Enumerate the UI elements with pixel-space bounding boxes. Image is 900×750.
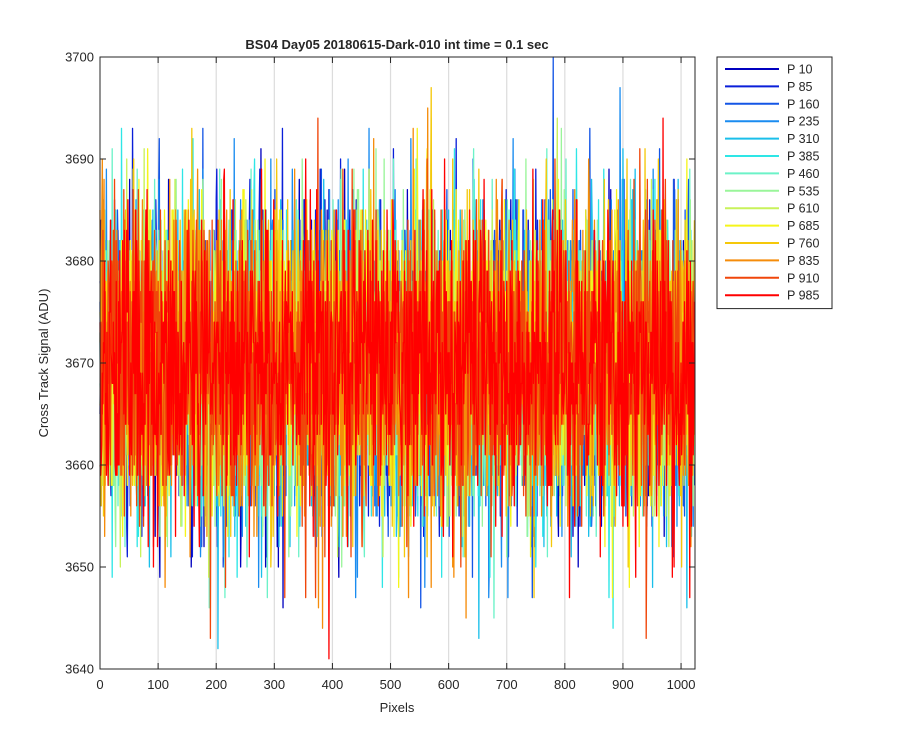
legend-label: P 535 [787,184,819,198]
series-lines [99,56,696,660]
x-axis-label: Pixels [380,700,415,715]
legend-label: P 310 [787,132,819,146]
legend-label: P 235 [787,115,819,129]
y-tick-label: 3700 [65,50,94,65]
legend-label: P 160 [787,97,819,111]
y-tick-label: 3650 [65,560,94,575]
series-line-p-985 [99,117,696,660]
x-tick-label: 800 [554,677,576,692]
y-axis-label: Cross Track Signal (ADU) [36,289,51,438]
y-tick-label: 3670 [65,356,94,371]
y-tick-label: 3640 [65,662,94,677]
x-tick-label: 600 [438,677,460,692]
x-tick-label: 900 [612,677,634,692]
series-line-p-910 [99,117,696,640]
legend-label: P 985 [787,289,819,303]
x-tick-label: 700 [496,677,518,692]
legend-label: P 910 [787,271,819,285]
x-tick-label: 400 [322,677,344,692]
chart-title: BS04 Day05 20180615-Dark-010 int time = … [245,37,548,52]
legend-label: P 610 [787,202,819,216]
x-tick-label: 0 [96,677,103,692]
y-tick-label: 3680 [65,254,94,269]
legend-label: P 460 [787,167,819,181]
legend-label: P 10 [787,63,813,77]
legend-label: P 685 [787,219,819,233]
legend-box [716,56,833,310]
x-tick-label: 1000 [667,677,696,692]
legend-label: P 760 [787,237,819,251]
x-tick-label: 100 [147,677,169,692]
legend-label: P 385 [787,150,819,164]
axis-ticks: 0 100 200 300 400 500 600 700 800 900 1000 3640 3650… [65,50,695,693]
x-tick-label: 500 [380,677,402,692]
legend-label: P 835 [787,254,819,268]
x-tick-label: 200 [205,677,227,692]
legend: P 10 P 85 P 160 P 235 P 310 P 385 P 460 P 535 P … [716,56,833,310]
y-tick-label: 3690 [65,152,94,167]
y-tick-label: 3660 [65,458,94,473]
x-tick-label: 300 [263,677,285,692]
legend-label: P 85 [787,80,813,94]
